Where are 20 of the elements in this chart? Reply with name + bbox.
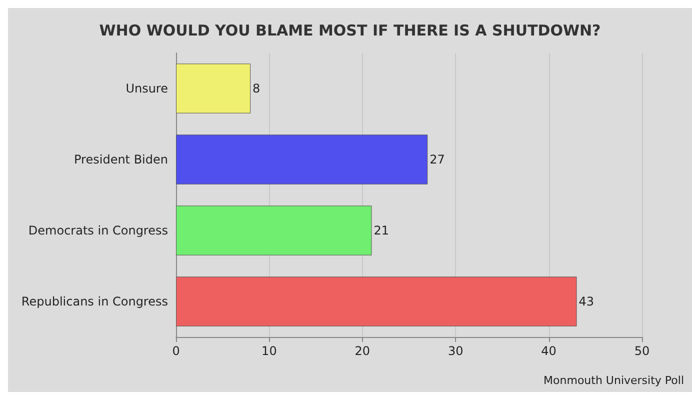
data-label: 21 bbox=[374, 224, 389, 238]
y-tick-label: President Biden bbox=[74, 152, 168, 166]
data-label: 27 bbox=[430, 152, 445, 166]
x-tick-label: 20 bbox=[354, 344, 370, 358]
data-label: 8 bbox=[252, 82, 260, 96]
y-tick-label: Democrats in Congress bbox=[28, 224, 168, 238]
x-tick-label: 0 bbox=[172, 344, 180, 358]
x-tick-label: 30 bbox=[448, 344, 464, 358]
bar bbox=[176, 64, 251, 114]
bar bbox=[176, 206, 372, 256]
x-tick-label: 40 bbox=[541, 344, 556, 358]
data-label: 43 bbox=[578, 294, 594, 308]
x-tick-label: 50 bbox=[634, 344, 650, 358]
text: Monmouth University Poll bbox=[544, 374, 684, 387]
bar bbox=[176, 276, 577, 326]
bar bbox=[176, 134, 428, 184]
x-tick-label: 10 bbox=[262, 344, 277, 358]
y-tick-label: Republicans in Congress bbox=[21, 294, 168, 308]
chart-title: WHO WOULD YOU BLAME MOST IF THERE IS A SHUTDOWN? bbox=[99, 22, 601, 40]
y-tick-label: Unsure bbox=[126, 82, 168, 96]
